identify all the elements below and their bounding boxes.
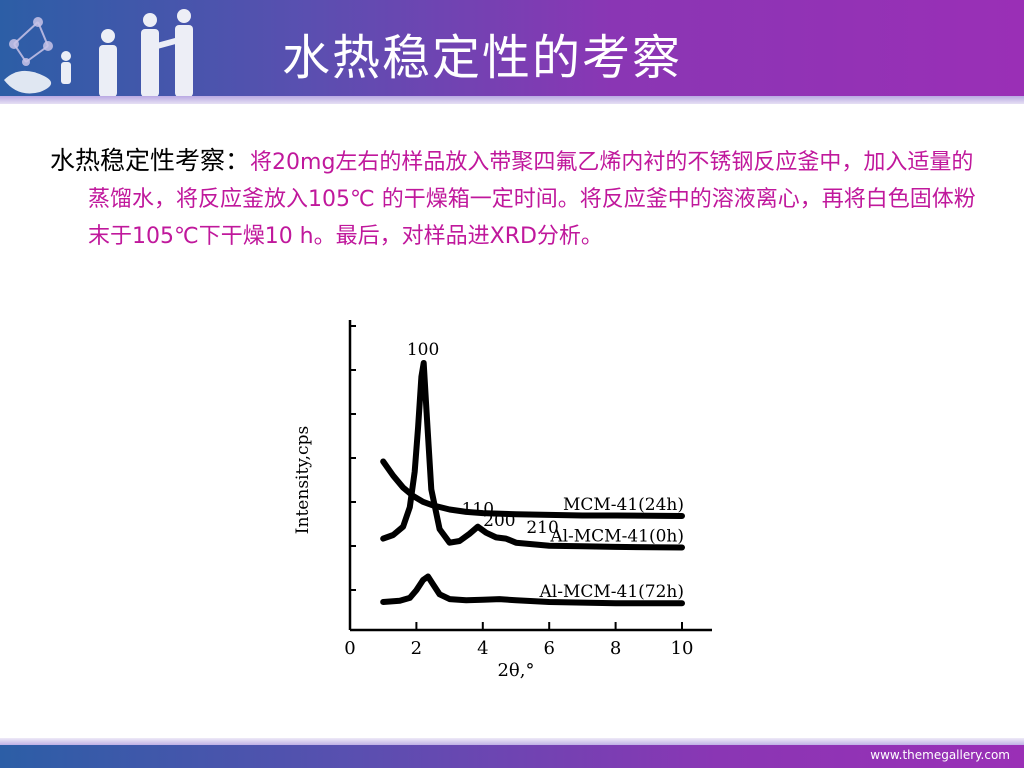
slide-header: 水热稳定性的考察 [0,0,1024,103]
header-accent-strip [0,96,1024,104]
series-line-1 [380,360,685,551]
x-tick-label: 10 [671,638,694,659]
peak-annotation: 200 [483,511,515,531]
series-label: MCM-41(24h) [563,495,684,515]
x-tick-label: 4 [477,638,488,659]
slide-title: 水热稳定性的考察 [282,30,683,86]
series-label: Al-MCM-41(72h) [539,582,685,602]
y-axis-label: Intensity,cps [293,426,313,534]
x-tick-label: 8 [610,638,621,659]
series-line-2 [380,573,685,607]
series-line-0 [380,458,685,519]
people-network-logo [4,9,193,97]
peak-annotation: 100 [407,340,439,360]
slide-footer: www.themegallery.com [0,745,1024,768]
series-label: Al-MCM-41(0h) [549,526,684,546]
lead-heading: 水热稳定性考察： [50,146,251,175]
x-tick-label: 6 [543,638,554,659]
slide-body: 水热稳定性考察：将20mg左右的样品放入带聚四氟乙烯内衬的不锈钢反应釜中，加入适… [50,142,980,255]
footer-accent-strip [0,738,1024,746]
x-tick-label: 0 [344,638,355,659]
footer-url: www.themegallery.com [870,748,1010,762]
procedure-description: 将20mg左右的样品放入带聚四氟乙烯内衬的不锈钢反应釜中，加入适量的蒸馏水，将反… [88,150,976,249]
peak-annotation: 210 [526,518,558,538]
bullet-paragraph: 水热稳定性考察：将20mg左右的样品放入带聚四氟乙烯内衬的不锈钢反应釜中，加入适… [50,142,980,255]
x-tick-label: 2 [411,638,422,659]
peak-annotation: 110 [462,500,494,520]
x-axis-label: 2θ,° [497,660,534,681]
